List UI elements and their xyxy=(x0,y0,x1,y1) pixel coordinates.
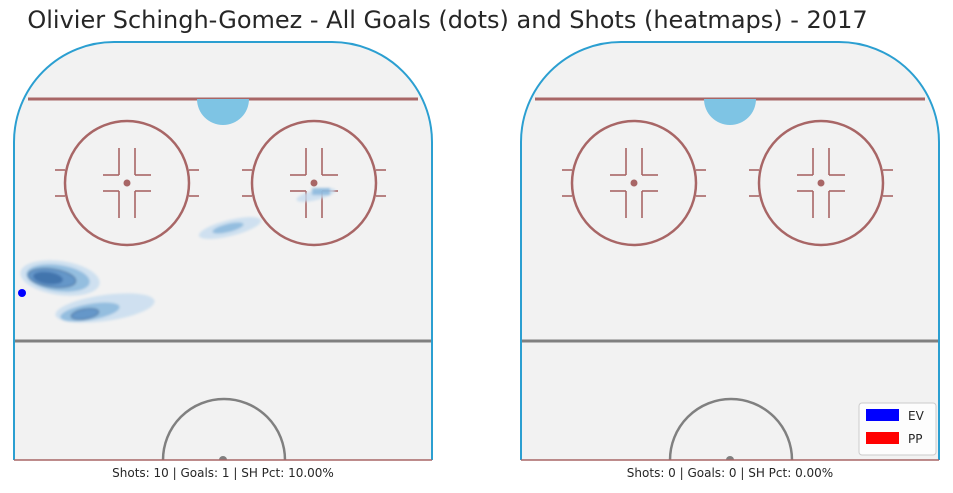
faceoff-circle-left xyxy=(55,119,199,247)
goal-crease xyxy=(197,99,249,125)
shot-density-cluster xyxy=(70,308,100,320)
shot-density-cluster xyxy=(33,271,63,285)
rink-ice xyxy=(521,42,939,460)
chart-title: Olivier Schingh-Gomez - All Goals (dots)… xyxy=(27,6,868,34)
shot-density-cluster xyxy=(212,222,244,234)
rink-panel-right: EV PP Shots: 0 | Goals: 0 | SH Pct: 0.00… xyxy=(520,41,940,480)
rink-panel-left: Shots: 10 | Goals: 1 | SH Pct: 10.00% xyxy=(13,41,433,480)
center-ice-circle xyxy=(668,397,794,461)
faceoff-circle-right xyxy=(242,119,386,247)
faceoff-circle-left xyxy=(562,119,706,247)
legend-swatch-pp xyxy=(866,432,899,444)
panel-left-caption: Shots: 10 | Goals: 1 | SH Pct: 10.00% xyxy=(112,466,334,480)
shot-density-cluster xyxy=(312,188,330,195)
goal-crease xyxy=(704,99,756,125)
center-ice-dot xyxy=(726,456,734,460)
legend-label-ev: EV xyxy=(908,409,925,423)
rink-ice xyxy=(14,42,432,460)
shot-heatmap-left xyxy=(20,188,336,323)
rink-boards xyxy=(520,41,940,460)
panel-right-caption: Shots: 0 | Goals: 0 | SH Pct: 0.00% xyxy=(627,466,833,480)
goal-dot-ev xyxy=(18,289,26,297)
legend: EV PP xyxy=(858,402,937,456)
legend-label-pp: PP xyxy=(908,432,922,446)
rink-boards xyxy=(13,41,433,460)
faceoff-circle-right xyxy=(749,119,893,247)
center-ice-dot xyxy=(219,456,227,460)
center-ice-circle xyxy=(161,397,287,461)
legend-swatch-ev xyxy=(866,409,899,421)
